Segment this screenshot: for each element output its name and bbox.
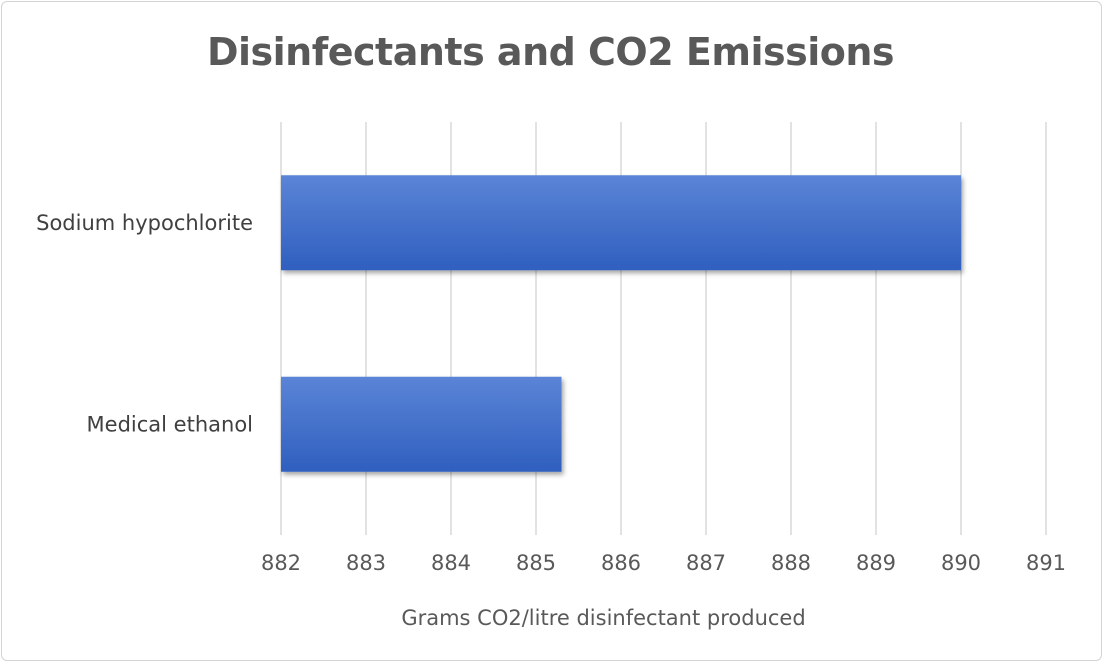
category-labels: Sodium hypochlorite Medical ethanol xyxy=(36,211,253,437)
x-tick-label: 883 xyxy=(346,551,386,575)
bar-medical-ethanol xyxy=(281,376,562,472)
x-tick-labels: 882 883 884 885 886 887 888 889 890 891 xyxy=(261,551,1066,575)
x-tick-label: 882 xyxy=(261,551,301,575)
category-label: Sodium hypochlorite xyxy=(36,211,253,235)
x-tick-label: 890 xyxy=(941,551,981,575)
chart-title: Disinfectants and CO2 Emissions xyxy=(206,30,895,74)
x-tick-label: 889 xyxy=(856,551,896,575)
x-tick-label: 887 xyxy=(686,551,726,575)
x-tick-label: 884 xyxy=(431,551,471,575)
x-tick-label: 885 xyxy=(516,551,556,575)
bars xyxy=(281,175,961,472)
x-tick-label: 886 xyxy=(601,551,641,575)
x-tick-label: 891 xyxy=(1026,551,1066,575)
x-tick-label: 888 xyxy=(771,551,811,575)
x-axis-title: Grams CO2/litre disinfectant produced xyxy=(401,606,805,630)
category-label: Medical ethanol xyxy=(87,412,253,436)
bar-sodium-hypochlorite xyxy=(281,175,961,271)
